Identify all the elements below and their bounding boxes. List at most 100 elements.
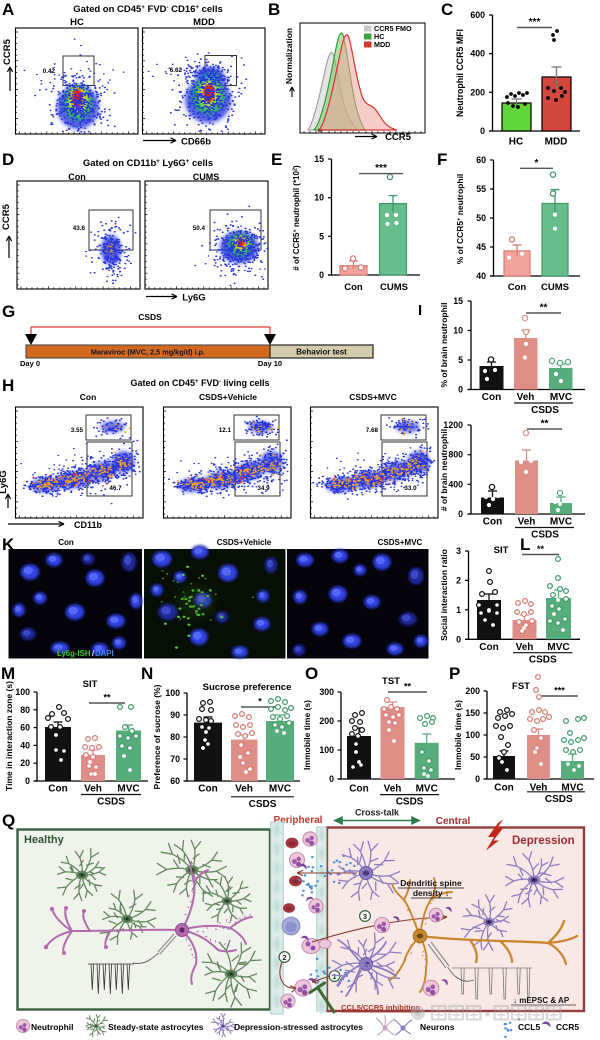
svg-text:Cross-talk: Cross-talk <box>355 808 400 818</box>
svg-text:HC: HC <box>70 17 84 28</box>
svg-text:60: 60 <box>170 776 180 786</box>
svg-text:Q: Q <box>2 811 15 830</box>
svg-text:B: B <box>268 0 280 19</box>
svg-text:Con: Con <box>198 784 217 795</box>
svg-text:CSDS: CSDS <box>531 530 559 541</box>
svg-text:CUMS: CUMS <box>193 172 220 182</box>
svg-text:1: 1 <box>332 972 336 981</box>
svg-text:Gated on CD45+ FVD- CD16+ cell: Gated on CD45+ FVD- CD16+ cells <box>73 4 223 15</box>
svg-text:0: 0 <box>25 776 30 786</box>
svg-text:CSDS: CSDS <box>138 312 162 322</box>
svg-text:Con: Con <box>344 282 363 293</box>
svg-text:H: H <box>2 376 14 395</box>
svg-text:34.9: 34.9 <box>257 485 270 492</box>
svg-text:Con: Con <box>483 517 502 528</box>
svg-text:Immobile time (s): Immobile time (s) <box>453 700 463 770</box>
svg-text:MDD: MDD <box>545 137 568 148</box>
svg-text:Veh: Veh <box>384 784 402 795</box>
svg-text:Depression-stressed astrocytes: Depression-stressed astrocytes <box>234 1022 363 1032</box>
svg-text:Gated on CD11b+ Ly6G+ cells: Gated on CD11b+ Ly6G+ cells <box>83 158 213 169</box>
svg-text:Peripheral: Peripheral <box>274 815 323 826</box>
svg-text:12.1: 12.1 <box>219 427 232 434</box>
svg-text:Con: Con <box>80 392 97 402</box>
svg-text:CCL5/CCR5 inhibition: CCL5/CCR5 inhibition <box>341 1003 420 1012</box>
svg-text:Con: Con <box>479 642 498 653</box>
svg-text:Con: Con <box>58 538 74 547</box>
svg-text:40: 40 <box>476 271 486 281</box>
svg-text:Depression: Depression <box>512 835 575 847</box>
svg-text:600: 600 <box>470 10 485 20</box>
svg-text:Con: Con <box>48 784 67 795</box>
svg-text:N: N <box>141 664 153 683</box>
svg-text:1: 1 <box>456 605 461 615</box>
svg-text:DAPI: DAPI <box>95 649 114 658</box>
svg-text:Healthy: Healthy <box>24 834 65 846</box>
svg-text:# of brain neutrophil: # of brain neutrophil <box>439 429 449 511</box>
svg-text:CSDS: CSDS <box>529 655 557 666</box>
svg-text:10: 10 <box>453 326 463 336</box>
svg-text:F: F <box>437 150 447 169</box>
svg-text:***: *** <box>529 17 541 28</box>
svg-text:D: D <box>2 150 14 169</box>
svg-text:CCR5 FMO: CCR5 FMO <box>374 24 412 33</box>
svg-text:O: O <box>305 664 318 683</box>
svg-text:3: 3 <box>456 546 461 556</box>
svg-text:SIT: SIT <box>83 679 98 690</box>
svg-text:# of CCR5+ neutrophil (*102): # of CCR5+ neutrophil (*102) <box>292 165 301 271</box>
svg-text:2: 2 <box>456 575 461 585</box>
svg-text:↓ mEPSC & AP: ↓ mEPSC & AP <box>513 996 570 1005</box>
svg-text:**: ** <box>537 544 545 554</box>
svg-text:CCR5: CCR5 <box>2 38 13 65</box>
svg-text:Gated on CD45+ FVD- living cel: Gated on CD45+ FVD- living cells <box>130 378 269 388</box>
svg-text:Ly6g-ISH: Ly6g-ISH <box>57 649 91 658</box>
svg-text:CCR5: CCR5 <box>1 203 12 230</box>
svg-text:SIT: SIT <box>494 545 509 556</box>
svg-text:800: 800 <box>448 450 463 460</box>
svg-text:40: 40 <box>20 740 30 750</box>
svg-text:**: ** <box>541 419 549 430</box>
svg-text:15: 15 <box>314 154 324 164</box>
svg-text:300: 300 <box>319 687 334 697</box>
svg-text:70: 70 <box>170 754 180 764</box>
svg-text:7.68: 7.68 <box>366 427 379 434</box>
svg-text:CUMS: CUMS <box>541 282 569 293</box>
svg-text:E: E <box>271 150 282 169</box>
svg-text:Ly6G: Ly6G <box>0 470 9 493</box>
svg-text:0: 0 <box>456 634 461 644</box>
svg-text:MVC: MVC <box>416 784 438 795</box>
svg-text:Con: Con <box>482 392 501 403</box>
svg-text:100: 100 <box>465 730 480 740</box>
svg-text:P: P <box>449 664 460 683</box>
svg-text:MVC: MVC <box>550 392 572 403</box>
svg-text:CSDS: CSDS <box>545 794 573 805</box>
svg-text:Veh: Veh <box>518 517 536 528</box>
svg-text:400: 400 <box>448 479 463 489</box>
svg-text:90: 90 <box>170 710 180 720</box>
svg-text:MDD: MDD <box>193 17 215 28</box>
svg-text:80: 80 <box>20 705 30 715</box>
svg-text:Con: Con <box>508 282 527 293</box>
svg-text:5: 5 <box>319 231 324 241</box>
svg-text:CSDS+MVC: CSDS+MVC <box>378 538 423 547</box>
svg-text:CSDS+Vehicle: CSDS+Vehicle <box>199 392 257 402</box>
svg-text:Veh: Veh <box>516 642 534 653</box>
svg-text:100: 100 <box>319 745 334 755</box>
svg-text:Neutrophil: Neutrophil <box>31 1022 74 1032</box>
svg-text:/: / <box>92 649 95 658</box>
svg-text:CSDS: CSDS <box>531 405 559 416</box>
svg-text:Neurons: Neurons <box>420 1022 455 1032</box>
svg-text:MVC: MVC <box>269 784 291 795</box>
svg-text:CCL5: CCL5 <box>518 1022 540 1032</box>
svg-text:0: 0 <box>329 774 334 784</box>
svg-text:Immobile time (s): Immobile time (s) <box>302 700 312 770</box>
svg-text:TST: TST <box>382 676 400 687</box>
svg-text:5: 5 <box>458 355 463 365</box>
svg-text:CSDS+Vehicle: CSDS+Vehicle <box>217 538 272 547</box>
svg-text:***: *** <box>375 163 387 174</box>
svg-text:100: 100 <box>15 687 30 697</box>
svg-text:CD11b: CD11b <box>74 520 103 530</box>
svg-text:G: G <box>2 302 15 321</box>
svg-text:FST: FST <box>512 681 530 692</box>
svg-text:MVC: MVC <box>550 517 572 528</box>
svg-text:Maraviroc (MVC, 2,5 mg/kg/d): Maraviroc (MVC, 2,5 mg/kg/d) i.p. <box>91 348 205 357</box>
